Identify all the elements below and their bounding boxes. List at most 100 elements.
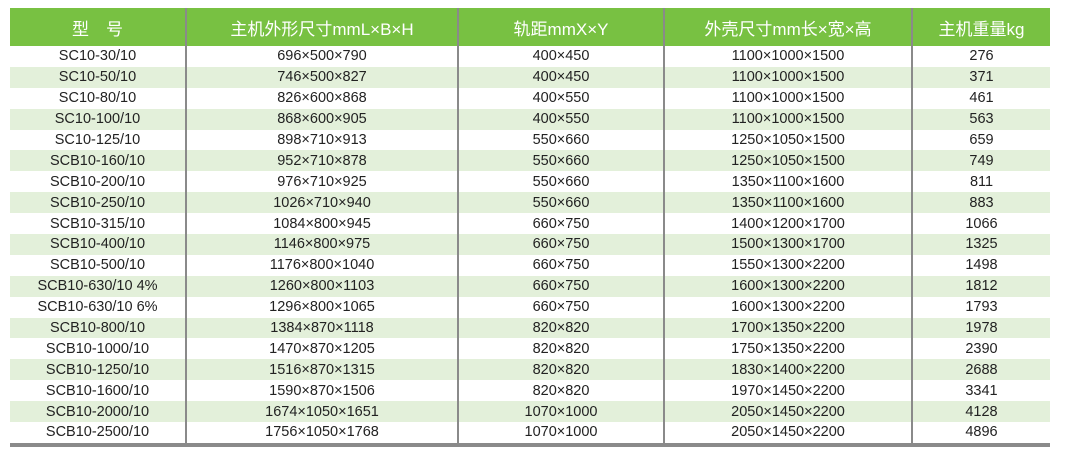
cell-dimensions: 696×500×790: [185, 46, 458, 67]
cell-enclosure-size: 1600×1300×2200: [663, 275, 912, 297]
table-row: SC10-30/10 696×500×790 400×450 1100×1000×15…: [10, 46, 1050, 67]
cell-track-gauge: 1070×1000: [457, 422, 664, 447]
cell-dimensions: 1260×800×1103: [185, 275, 458, 297]
cell-model: SCB10-250/10: [10, 192, 186, 214]
cell-model: SC10-125/10: [54, 132, 141, 148]
cell-model: SCB10-200/10: [49, 173, 146, 190]
cell-enclosure-size: 1830×1400×2200: [663, 359, 912, 381]
cell-enclosure-size: 1700×1350×2200: [663, 317, 912, 339]
table-row: SCB10-630/10 6% 1296×800×1065 660×750 1600×…: [10, 296, 1050, 318]
cell-weight: 1812: [911, 275, 1050, 297]
cell-model: SC10-80/10: [58, 90, 137, 107]
cell-enclosure-size: 1600×1300×2200: [663, 296, 912, 318]
cell-model: SCB10-2000/10: [10, 401, 186, 423]
cell-weight: 3341: [911, 380, 1050, 402]
cell-weight: 2390: [911, 338, 1050, 360]
cell-track-gauge: 660×750: [457, 296, 664, 318]
cell-track-gauge: 550×660: [457, 192, 664, 214]
cell-track-gauge: 400×450: [457, 66, 664, 88]
cell-model: SCB10-630/10 4%: [10, 275, 186, 297]
cell-enclosure-size: 1550×1300×2200: [663, 254, 912, 276]
table-row: SCB10-315/10 1084×800×945 660×750 1400×1200…: [10, 213, 1050, 235]
table-row: SCB10-500/10 1176×800×1040 660×750 1550×130…: [10, 254, 1050, 276]
table-row: SCB10-160/10 952×710×878 550×660 1250×1050×…: [10, 150, 1050, 172]
cell-weight: 883: [911, 192, 1050, 214]
cell-dimensions: 1146×800×975: [185, 234, 458, 255]
table-row: SC10-125/10 898×710×913 550×660 1250×1050×1…: [10, 129, 1050, 151]
cell-weight: 1793: [911, 296, 1050, 318]
cell-track-gauge: 820×820: [457, 317, 664, 339]
cell-weight: 1066: [911, 213, 1050, 235]
spec-table: 型 号主机外形尺寸mmL×B×H 轨距mmX×Y 外壳尺寸mm长×宽×高 主机重量kg…: [10, 8, 1050, 447]
cell-track-gauge: 660×750: [457, 254, 664, 276]
cell-dimensions: 868×600×905: [185, 108, 458, 130]
cell-dimensions: 1516×870×1315: [185, 359, 458, 381]
cell-enclosure-size: 1100×1000×1500: [663, 87, 912, 109]
table-row: SCB10-2000/10 1674×1050×1651 1070×1000 2050…: [10, 401, 1050, 423]
cell-track-gauge: 820×820: [457, 359, 664, 381]
table-row: SCB10-1600/10 1590×870×1506 820×820 1970×14…: [10, 380, 1050, 402]
table-row: SCB10-250/10 1026×710×940 550×660 1350×1100…: [10, 192, 1050, 214]
cell-track-gauge: 660×750: [457, 275, 664, 297]
cell-track-gauge: 550×660: [457, 171, 664, 193]
cell-enclosure-size: 1100×1000×1500: [663, 66, 912, 88]
column-header-model: 型 号: [10, 8, 186, 46]
cell-weight: 461: [911, 87, 1050, 109]
cell-model: SCB10-2500/10: [10, 422, 186, 447]
cell-dimensions: 1296×800×1065: [185, 296, 458, 318]
cell-weight: 811: [911, 171, 1050, 193]
cell-model: SCB10-1600/10: [45, 382, 150, 399]
cell-dimensions: 976×710×925: [185, 171, 458, 193]
cell-enclosure-size: 1250×1050×1500: [663, 129, 912, 151]
cell-enclosure-size: 2050×1450×2200: [663, 422, 912, 447]
column-header-enclosure-size: 外壳尺寸mm长×宽×高: [663, 8, 912, 46]
cell-dimensions: 1590×870×1506: [185, 380, 458, 402]
cell-enclosure-size: 1970×1450×2200: [663, 380, 912, 402]
table-row: SCB10-2500/10 1756×1050×1768 1070×1000 2050…: [10, 422, 1050, 447]
cell-weight: 1978: [911, 317, 1050, 339]
cell-dimensions: 1674×1050×1651: [185, 401, 458, 423]
cell-weight: 1498: [911, 254, 1050, 276]
cell-enclosure-size: 1350×1100×1600: [663, 192, 912, 214]
cell-weight: 659: [911, 129, 1050, 151]
cell-weight: 371: [911, 66, 1050, 88]
cell-dimensions: 746×500×827: [185, 66, 458, 88]
cell-enclosure-size: 1750×1350×2200: [663, 338, 912, 360]
column-header-track-gauge: 轨距mmX×Y: [457, 8, 664, 46]
cell-enclosure-size: 1350×1100×1600: [663, 171, 912, 193]
cell-model: SCB10-160/10: [10, 150, 186, 172]
cell-weight: 2688: [911, 359, 1050, 381]
cell-dimensions: 1384×870×1118: [185, 317, 458, 339]
column-header-dimensions: 主机外形尺寸mmL×B×H: [185, 8, 458, 46]
table-row: SCB10-400/10 1146×800×975 660×750 1500×1300…: [10, 234, 1050, 255]
cell-model: SCB10-630/10 6%: [37, 299, 158, 316]
column-header-weight: 主机重量kg: [911, 8, 1050, 46]
cell-dimensions: 1176×800×1040: [185, 254, 458, 276]
table-row: SC10-80/10 826×600×868 400×550 1100×1000×15…: [10, 87, 1050, 109]
cell-weight: 563: [911, 108, 1050, 130]
cell-enclosure-size: 1100×1000×1500: [663, 108, 912, 130]
cell-dimensions: 826×600×868: [185, 87, 458, 109]
table-row: SCB10-1000/10 1470×870×1205 820×820 1750×13…: [10, 338, 1050, 360]
cell-dimensions: 952×710×878: [185, 150, 458, 172]
cell-weight: 4896: [911, 422, 1050, 447]
table-row: SCB10-630/10 4% 1260×800×1103 660×750 1600×…: [10, 275, 1050, 297]
cell-model: SCB10-1250/10: [10, 359, 186, 381]
cell-model: SCB10-800/10: [10, 317, 186, 339]
cell-model: SCB10-400/10: [10, 234, 186, 255]
cell-track-gauge: 400×450: [457, 46, 664, 67]
cell-weight: 276: [911, 46, 1050, 67]
cell-track-gauge: 400×550: [457, 108, 664, 130]
cell-dimensions: 1470×870×1205: [185, 338, 458, 360]
cell-model: SCB10-500/10: [49, 257, 146, 274]
cell-track-gauge: 1070×1000: [457, 401, 664, 423]
table-row: SCB10-200/10 976×710×925 550×660 1350×1100×…: [10, 171, 1050, 193]
cell-dimensions: 1084×800×945: [185, 213, 458, 235]
table-row: SC10-50/10 746×500×827 400×450 1100×1000×15…: [10, 66, 1050, 88]
cell-model: SC10-100/10: [10, 108, 186, 130]
cell-weight: 749: [911, 150, 1050, 172]
cell-enclosure-size: 2050×1450×2200: [663, 401, 912, 423]
cell-track-gauge: 550×660: [457, 129, 664, 151]
cell-track-gauge: 660×750: [457, 234, 664, 255]
cell-track-gauge: 660×750: [457, 213, 664, 235]
